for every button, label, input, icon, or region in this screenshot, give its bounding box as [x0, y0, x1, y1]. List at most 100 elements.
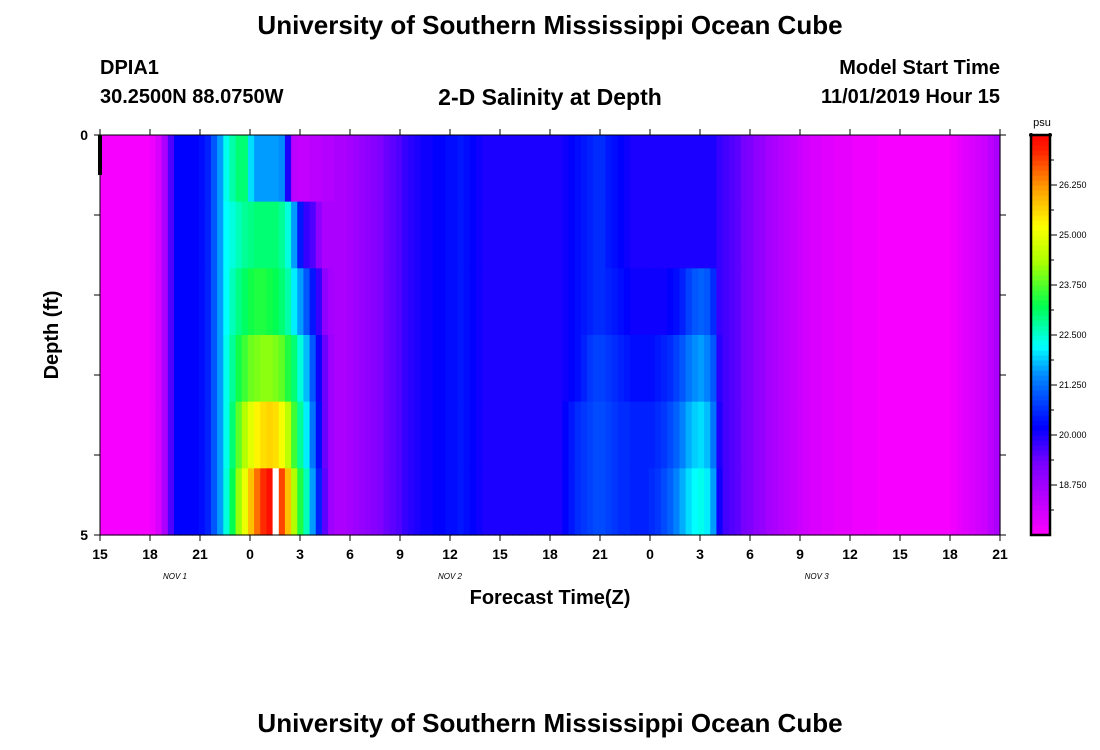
- colorbar-swatch: [1031, 490, 1050, 496]
- heat-cell: [864, 468, 872, 536]
- heat-cell: [550, 468, 557, 536]
- heat-cell: [463, 135, 471, 203]
- heat-cell: [882, 201, 890, 269]
- heat-cell: [371, 401, 378, 469]
- colorbar-swatch: [1031, 420, 1050, 426]
- heat-cell: [667, 201, 674, 269]
- heat-cell: [543, 268, 551, 336]
- heat-cell: [414, 468, 422, 536]
- heat-cell: [395, 335, 403, 403]
- heat-cell: [315, 401, 323, 469]
- heat-cell: [426, 468, 434, 536]
- heat-cell: [741, 335, 748, 403]
- heat-cell: [889, 135, 896, 203]
- heat-cell: [796, 201, 804, 269]
- heat-cell: [956, 468, 964, 536]
- heat-cell: [913, 401, 921, 469]
- heat-cell: [432, 268, 440, 336]
- heat-cell: [987, 468, 995, 536]
- heat-cell: [741, 135, 748, 203]
- heat-cell: [149, 335, 157, 403]
- heat-cell: [389, 201, 397, 269]
- heat-cell: [975, 468, 983, 536]
- heat-cell: [987, 335, 995, 403]
- heat-cell: [901, 468, 909, 536]
- heat-cell: [130, 468, 138, 536]
- heat-cell: [685, 268, 693, 336]
- heat-cell: [636, 335, 644, 403]
- heat-cell: [975, 335, 983, 403]
- heat-cell: [204, 135, 212, 203]
- heat-cell: [580, 335, 588, 403]
- heat-cell: [315, 135, 323, 203]
- heat-cell: [852, 401, 859, 469]
- heat-cell: [414, 401, 422, 469]
- heat-cell: [321, 201, 329, 269]
- heat-cell: [395, 268, 403, 336]
- heat-cell: [667, 401, 674, 469]
- heat-cell: [852, 268, 859, 336]
- heat-cell: [623, 401, 631, 469]
- heat-cell: [371, 335, 378, 403]
- heat-cell: [506, 201, 514, 269]
- heat-cell: [734, 135, 742, 203]
- heat-cell: [266, 401, 274, 469]
- heat-cell: [679, 135, 687, 203]
- heat-cell: [525, 201, 533, 269]
- heat-cell: [488, 135, 496, 203]
- heat-cell: [513, 268, 520, 336]
- heat-cell: [167, 135, 175, 203]
- heat-cell: [858, 401, 865, 469]
- heat-cell: [334, 268, 342, 336]
- heat-cell: [623, 468, 631, 536]
- heat-cell: [100, 468, 107, 536]
- heat-cell: [278, 268, 286, 336]
- heat-cell: [938, 268, 946, 336]
- heat-cell: [870, 468, 878, 536]
- heat-cell: [895, 201, 902, 269]
- heat-cell: [778, 201, 785, 269]
- heat-cell: [864, 135, 872, 203]
- colorbar: 18.750 20.000 21.250 22.500 23.750 25.000 26.2…: [1029, 133, 1087, 537]
- heat-cell: [118, 201, 126, 269]
- heat-cell: [100, 268, 107, 336]
- heat-cell: [765, 335, 773, 403]
- heat-cell: [439, 468, 446, 536]
- heat-cell: [895, 268, 902, 336]
- heat-cell: [365, 335, 372, 403]
- heat-cell: [710, 201, 718, 269]
- heat-cell: [241, 268, 249, 336]
- heat-cell: [642, 335, 650, 403]
- heat-cell: [895, 468, 902, 536]
- heat-cell: [981, 401, 989, 469]
- colorbar-swatch: [1031, 465, 1050, 471]
- heat-cell: [451, 135, 459, 203]
- heat-cell: [765, 135, 773, 203]
- heat-cell: [932, 468, 939, 536]
- heat-cell: [716, 135, 724, 203]
- heat-cell: [778, 401, 785, 469]
- colorbar-tick-label: 21.250: [1059, 380, 1087, 390]
- heat-cell: [722, 201, 730, 269]
- heat-cell: [106, 401, 113, 469]
- heat-cell: [340, 268, 348, 336]
- heat-cell: [217, 135, 224, 203]
- heat-cell: [451, 268, 459, 336]
- x-tick-label: 21: [592, 546, 608, 562]
- heat-cell: [229, 135, 237, 203]
- x-tick-label: 3: [696, 546, 704, 562]
- heat-cell: [741, 268, 748, 336]
- colorbar-swatch: [1031, 520, 1050, 526]
- heat-cell: [858, 335, 865, 403]
- heat-cell: [315, 201, 323, 269]
- colorbar-swatch: [1031, 485, 1050, 491]
- heat-cell: [217, 268, 224, 336]
- heat-cell: [284, 268, 292, 336]
- colorbar-swatch: [1031, 230, 1050, 236]
- heat-cell: [741, 468, 748, 536]
- heat-cell: [839, 401, 847, 469]
- heat-cell: [278, 468, 286, 536]
- station-coords: 30.2500N 88.0750W: [100, 86, 284, 108]
- colorbar-swatch: [1031, 260, 1050, 266]
- heat-cell: [112, 201, 120, 269]
